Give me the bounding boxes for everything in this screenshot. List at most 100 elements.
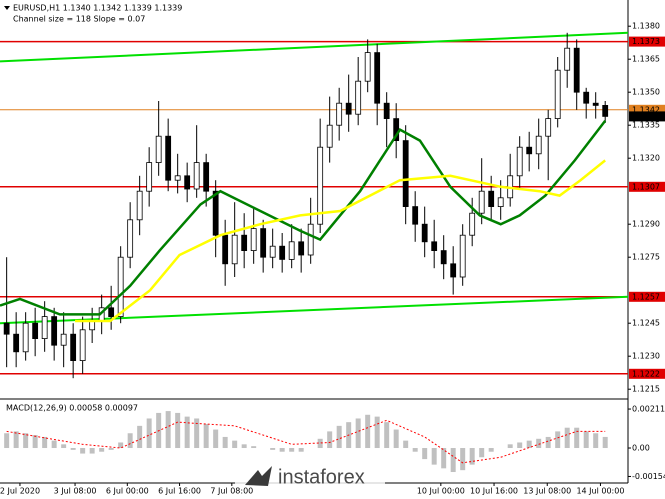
x-tick-label: 6 Jul 16:00 <box>158 487 201 496</box>
macd-bar <box>70 448 76 450</box>
candle-body <box>431 241 438 252</box>
candle-body <box>231 234 238 265</box>
macd-bar <box>137 425 143 449</box>
y-tick-label: 0.00211 <box>632 405 665 414</box>
macd-bar <box>574 427 580 449</box>
macd-bar <box>80 448 86 454</box>
macd-bar <box>194 418 200 449</box>
macd-bar <box>517 442 523 449</box>
candle-body <box>374 52 381 104</box>
y-tick-label: 1.1350 <box>632 88 660 97</box>
y-tick-label: 1.1365 <box>632 55 660 64</box>
macd-bar <box>431 448 437 465</box>
y-tick-label: 1.1245 <box>632 319 660 328</box>
candle-body <box>212 190 219 236</box>
y-tick-label: 1.1335 <box>632 121 660 130</box>
macd-bar <box>203 424 209 449</box>
candle-body <box>535 135 542 155</box>
candle-body <box>345 102 352 115</box>
watermark-text: instaforex <box>278 466 365 488</box>
candle-body <box>108 307 115 317</box>
trend-line <box>0 295 629 325</box>
y-tick-label: -0.00154 <box>632 472 665 481</box>
candle-body <box>298 241 305 256</box>
trend-line <box>0 31 629 63</box>
macd-bar <box>593 433 599 449</box>
chart-title: EURUSD,H1 1.1340 1.1342 1.1339 1.1339 <box>13 4 182 13</box>
candle-body <box>383 102 390 119</box>
candle-body <box>450 263 457 278</box>
macd-bar <box>222 436 228 449</box>
candle-body <box>60 333 67 346</box>
macd-bar <box>393 429 399 449</box>
x-tick-label: 14 Jul 00:00 <box>576 487 624 496</box>
candle-body <box>412 206 419 225</box>
candle-body <box>70 333 77 362</box>
macd-bar <box>469 448 475 465</box>
macd-bar <box>99 448 105 452</box>
macd-signal <box>6 419 606 464</box>
macd-bar <box>412 448 418 452</box>
macd-bar <box>175 412 181 449</box>
candle-body <box>193 162 200 190</box>
macd-bar <box>146 418 152 449</box>
level-label-bg <box>629 36 665 47</box>
candle-body <box>203 162 210 192</box>
macd-bar <box>317 438 323 449</box>
level-label: 1.1307 <box>632 182 660 191</box>
x-tick-label: 2 Jul 2020 <box>0 487 40 496</box>
candle-body <box>146 162 153 192</box>
candle-body <box>22 322 29 353</box>
macd-bar <box>118 442 124 449</box>
candle-body <box>260 228 267 258</box>
ask-label: 1.1342 <box>632 105 660 114</box>
candle-body <box>488 190 495 207</box>
macd-bar <box>108 448 114 450</box>
macd-bar <box>51 440 57 449</box>
candle-body <box>51 316 58 346</box>
candle-body <box>279 245 286 260</box>
x-tick-label: 13 Jul 08:00 <box>523 487 571 496</box>
candle-body <box>117 256 124 318</box>
candle-body <box>526 146 533 155</box>
macd-bar <box>13 431 19 449</box>
macd-bar <box>23 433 29 449</box>
macd-bar <box>460 448 466 471</box>
candle-body <box>336 102 343 126</box>
candle-body <box>269 245 276 258</box>
level-label: 1.1373 <box>632 37 660 46</box>
macd-bar <box>374 416 380 449</box>
macd-bar <box>384 422 390 449</box>
ask-label-bg <box>629 104 665 115</box>
macd-bar <box>507 444 513 449</box>
macd-bar <box>488 448 494 452</box>
chart-subtitle: Channel size = 118 Slope = 0.07 <box>13 15 145 24</box>
candle-body <box>79 329 86 361</box>
macd-bar <box>336 425 342 449</box>
macd-bar <box>279 448 285 452</box>
macd-bar <box>165 411 171 449</box>
candle-body <box>421 223 428 243</box>
candle-body <box>307 223 314 256</box>
candle-body <box>573 47 580 93</box>
macd-bar <box>564 427 570 449</box>
level-label-bg <box>629 368 665 379</box>
candle-body <box>165 135 172 181</box>
level-label: 1.1222 <box>632 369 660 378</box>
candle-body <box>89 320 96 331</box>
candle-body <box>497 197 504 208</box>
macd-bar <box>127 433 133 449</box>
candle-body <box>440 250 447 265</box>
candle-body <box>155 135 162 163</box>
candle-body <box>364 52 371 82</box>
level-label: 1.1257 <box>632 292 660 301</box>
macd-bar <box>241 444 247 449</box>
macd-bar <box>422 448 428 460</box>
candle-body <box>317 146 324 225</box>
candle-body <box>516 146 523 177</box>
header-arrow <box>4 6 10 10</box>
moving-average <box>75 159 606 323</box>
y-tick-label: 1.1230 <box>632 352 660 361</box>
